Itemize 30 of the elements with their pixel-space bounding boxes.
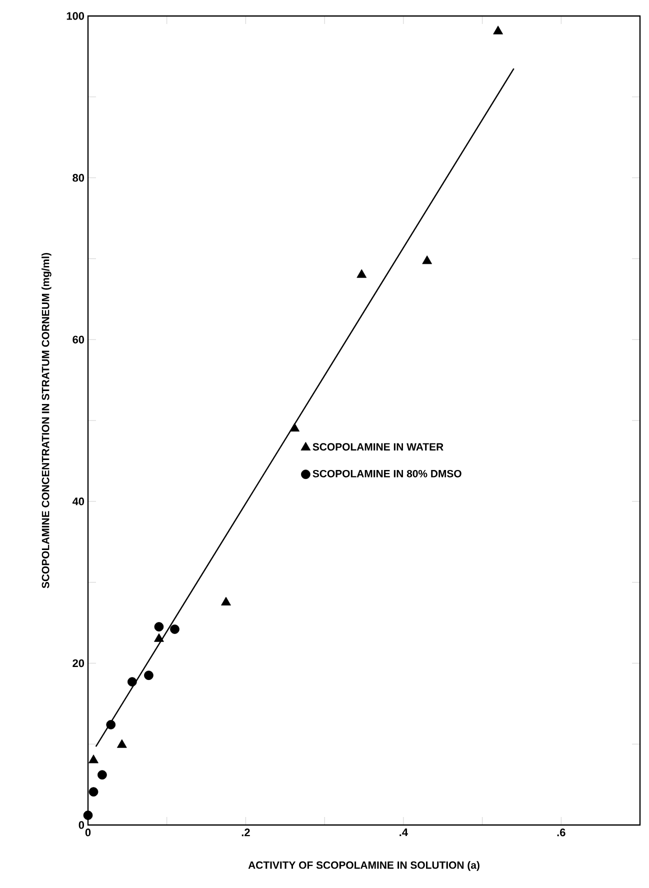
point bbox=[422, 255, 432, 264]
point bbox=[88, 754, 98, 764]
point bbox=[493, 26, 504, 34]
point bbox=[221, 596, 231, 606]
x-tick-label: .4 bbox=[400, 828, 408, 836]
point bbox=[356, 269, 367, 278]
legend-label: SCOPOLAMINE IN 80% DMSO bbox=[312, 470, 462, 478]
point bbox=[106, 720, 116, 730]
point bbox=[154, 633, 164, 642]
legend-label: SCOPOLAMINE IN WATER bbox=[312, 443, 444, 451]
y-tick-label: 100 bbox=[66, 12, 84, 20]
x-tick-label: 0 bbox=[85, 828, 91, 836]
y-tick-label: 0 bbox=[78, 821, 84, 829]
y-tick-label: 60 bbox=[72, 336, 84, 344]
point bbox=[116, 739, 127, 748]
point bbox=[154, 622, 164, 632]
point bbox=[88, 787, 98, 797]
point bbox=[144, 670, 154, 680]
x-tick-label: .6 bbox=[557, 828, 566, 836]
point bbox=[83, 810, 93, 820]
y-tick-label: 80 bbox=[72, 174, 84, 182]
point bbox=[290, 422, 300, 432]
point bbox=[127, 677, 137, 686]
y-axis-title: SCOPOLAMINE CONCENTRATION IN STRATUM CORNEUM (mg/ml) bbox=[42, 252, 52, 588]
x-tick-label: .2 bbox=[242, 828, 250, 836]
point bbox=[98, 770, 107, 780]
x-axis-title: ACTIVITY OF SCOPOLAMINE IN SOLUTION (a) bbox=[248, 861, 480, 871]
y-tick-label: 40 bbox=[72, 498, 84, 506]
y-tick-label: 20 bbox=[72, 659, 84, 668]
point bbox=[170, 624, 180, 634]
